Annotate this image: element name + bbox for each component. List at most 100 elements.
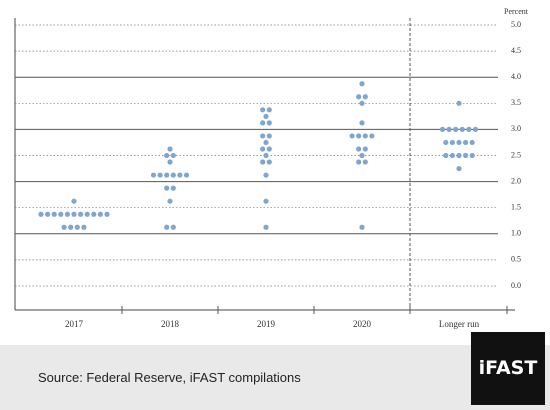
x-tick-label: 2018 bbox=[161, 319, 180, 329]
y-tick-label: 0.5 bbox=[511, 255, 521, 264]
dot bbox=[359, 100, 365, 106]
dot bbox=[359, 81, 365, 87]
dot bbox=[61, 224, 67, 230]
y-tick-label: 3.0 bbox=[511, 124, 521, 133]
dot bbox=[51, 211, 57, 217]
dot bbox=[362, 133, 368, 139]
dot bbox=[263, 198, 269, 204]
dot bbox=[266, 133, 272, 139]
dot bbox=[369, 133, 375, 139]
dot bbox=[260, 146, 266, 152]
dot bbox=[81, 224, 87, 230]
dot bbox=[263, 113, 269, 119]
dot bbox=[356, 94, 362, 100]
dot bbox=[266, 159, 272, 165]
unit-label: Percent bbox=[504, 7, 529, 16]
dot bbox=[362, 94, 368, 100]
dot bbox=[260, 120, 266, 126]
y-tick-label: 1.5 bbox=[511, 203, 521, 212]
dot bbox=[263, 139, 269, 146]
dot bbox=[359, 120, 365, 126]
dot bbox=[177, 172, 183, 178]
dot bbox=[446, 126, 452, 132]
dot bbox=[456, 165, 462, 172]
dot bbox=[266, 120, 272, 126]
dot bbox=[453, 126, 459, 132]
dot bbox=[266, 146, 272, 152]
dot bbox=[449, 152, 455, 159]
dot bbox=[183, 172, 190, 178]
logo: iFAST bbox=[479, 357, 538, 379]
dot bbox=[469, 139, 475, 146]
y-tick-label: 2.5 bbox=[511, 150, 521, 159]
footer-band bbox=[0, 345, 550, 410]
dot bbox=[164, 224, 170, 230]
dot bbox=[260, 107, 266, 113]
dot bbox=[349, 133, 355, 139]
dot bbox=[167, 146, 173, 152]
dot bbox=[263, 152, 269, 159]
x-tick-label: 2020 bbox=[353, 319, 372, 329]
dot bbox=[150, 172, 157, 178]
dot bbox=[71, 211, 77, 217]
dot bbox=[362, 146, 368, 152]
dot bbox=[91, 211, 97, 217]
source: Source: Federal Reserve, iFAST compilati… bbox=[38, 370, 301, 385]
dot bbox=[356, 146, 362, 152]
dot bbox=[167, 198, 173, 204]
y-tick-label: 0.0 bbox=[511, 281, 521, 290]
dot bbox=[266, 107, 272, 113]
y-tick-label: 2.0 bbox=[511, 176, 521, 185]
x-tick-label: Longer run bbox=[439, 319, 480, 329]
dot bbox=[164, 152, 170, 159]
y-tick-label: 4.5 bbox=[511, 46, 521, 55]
dot bbox=[170, 185, 176, 191]
y-tick-label: 4.0 bbox=[511, 72, 521, 81]
dot bbox=[469, 152, 475, 159]
dot bbox=[260, 133, 266, 139]
dot bbox=[71, 198, 77, 204]
dot bbox=[359, 152, 365, 159]
dot bbox=[97, 211, 103, 217]
dot bbox=[170, 224, 176, 230]
dot bbox=[456, 152, 462, 159]
dot bbox=[45, 211, 51, 217]
dot bbox=[456, 100, 462, 106]
dot bbox=[472, 126, 479, 132]
dot bbox=[38, 211, 44, 217]
logo-box bbox=[471, 332, 545, 405]
dot bbox=[78, 211, 84, 217]
x-tick-label: 2017 bbox=[65, 319, 84, 329]
dot bbox=[362, 159, 368, 165]
dot bbox=[260, 159, 266, 165]
dot bbox=[356, 133, 362, 139]
dot bbox=[359, 224, 365, 230]
dot bbox=[164, 172, 170, 178]
dot bbox=[459, 126, 465, 132]
dot bbox=[104, 211, 110, 217]
dot bbox=[157, 172, 163, 178]
dot bbox=[68, 224, 74, 230]
dot bbox=[466, 126, 472, 132]
dot bbox=[58, 211, 64, 217]
x-tick-label: 2019 bbox=[257, 319, 276, 329]
dot bbox=[463, 139, 469, 146]
dot bbox=[263, 172, 269, 178]
dot bbox=[84, 211, 90, 217]
dot bbox=[167, 159, 173, 165]
y-tick-label: 3.5 bbox=[511, 98, 521, 107]
dot bbox=[463, 152, 469, 159]
dot bbox=[64, 211, 70, 217]
dot bbox=[449, 139, 455, 146]
dot bbox=[443, 139, 449, 146]
dot bbox=[170, 152, 176, 159]
y-tick-label: 1.0 bbox=[511, 229, 521, 238]
dot bbox=[443, 152, 449, 159]
dot bbox=[170, 172, 176, 178]
dot bbox=[356, 159, 362, 165]
dot bbox=[74, 224, 80, 230]
dot bbox=[439, 126, 446, 132]
y-tick-label: 5.0 bbox=[511, 20, 521, 29]
dot bbox=[263, 224, 269, 230]
